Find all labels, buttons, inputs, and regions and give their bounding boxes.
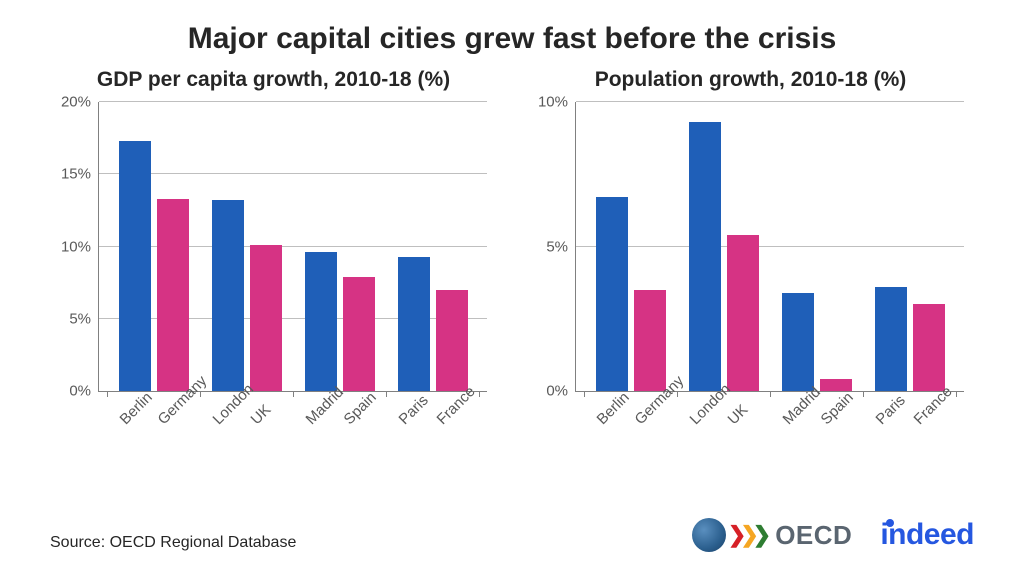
logos: ❯❯❯ OECD indeed [692, 518, 974, 552]
oecd-logo: ❯❯❯ OECD [692, 518, 852, 552]
xlabel-group: BerlinGermany [106, 392, 199, 462]
city-bar [596, 197, 628, 391]
chart-panel-1: Population growth, 2010-18 (%)0%5%10%Ber… [527, 68, 974, 462]
chart-panel-0: GDP per capita growth, 2010-18 (%)0%5%10… [50, 68, 497, 462]
charts-row: GDP per capita growth, 2010-18 (%)0%5%10… [0, 68, 1024, 462]
ytick-label: 15% [61, 166, 99, 183]
country-bar [634, 290, 666, 391]
bars-layer [99, 102, 487, 391]
chart-title: Population growth, 2010-18 (%) [527, 68, 974, 92]
chart-title: GDP per capita growth, 2010-18 (%) [50, 68, 497, 92]
city-bar [398, 257, 430, 391]
xlabels: BerlinGermanyLondonUKMadridSpainParisFra… [575, 392, 964, 462]
xlabel-group: BerlinGermany [583, 392, 676, 462]
oecd-text: OECD [775, 520, 852, 551]
ytick-label: 5% [546, 238, 576, 255]
bar-group [770, 102, 863, 391]
country-bar [727, 235, 759, 391]
city-bar [782, 293, 814, 391]
ytick-label: 0% [69, 383, 99, 400]
bar-group [386, 102, 479, 391]
city-bar [305, 252, 337, 391]
country-bar [913, 304, 945, 391]
bar-group [200, 102, 293, 391]
bars-layer [576, 102, 964, 391]
footer: Source: OECD Regional Database ❯❯❯ OECD … [50, 518, 974, 552]
main-title: Major capital cities grew fast before th… [0, 0, 1024, 68]
ytick-label: 0% [546, 383, 576, 400]
city-bar [875, 287, 907, 391]
city-bar [119, 141, 151, 391]
country-bar [436, 290, 468, 391]
bar-group [107, 102, 200, 391]
xlabels: BerlinGermanyLondonUKMadridSpainParisFra… [98, 392, 487, 462]
oecd-chevrons-icon: ❯❯❯ [728, 522, 765, 548]
ytick-label: 10% [538, 94, 576, 111]
country-bar [820, 379, 852, 391]
bar-group [584, 102, 677, 391]
plot-area: 0%5%10% [575, 102, 964, 392]
ytick-label: 20% [61, 94, 99, 111]
bar-group [863, 102, 956, 391]
indeed-logo: indeed [880, 518, 974, 552]
country-bar [157, 199, 189, 391]
city-bar [212, 200, 244, 391]
country-bar [250, 245, 282, 391]
bar-group [293, 102, 386, 391]
indeed-text: indeed [880, 518, 974, 551]
city-bar [689, 122, 721, 391]
plot-area: 0%5%10%15%20% [98, 102, 487, 392]
country-bar [343, 277, 375, 391]
oecd-globe-icon [692, 518, 726, 552]
bar-group [677, 102, 770, 391]
ytick-label: 10% [61, 238, 99, 255]
source-text: Source: OECD Regional Database [50, 534, 296, 552]
ytick-label: 5% [69, 310, 99, 327]
